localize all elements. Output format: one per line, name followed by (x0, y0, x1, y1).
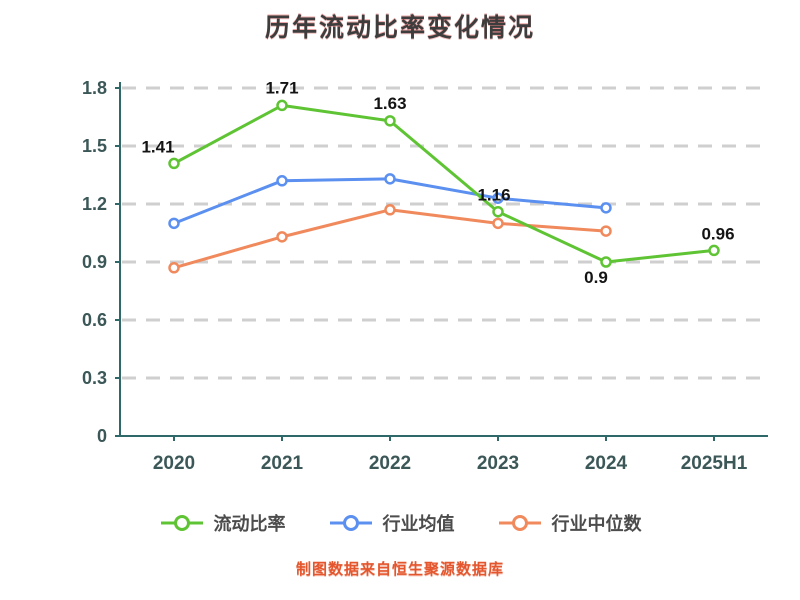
series-marker (384, 204, 396, 216)
point-label: 0.96 (701, 224, 734, 243)
point-label: 1.16 (477, 186, 510, 205)
legend-marker-icon (329, 515, 372, 531)
point-label: 1.63 (373, 94, 406, 113)
legend-marker-icon (498, 515, 541, 531)
series-marker (384, 115, 396, 127)
series-line (172, 103, 716, 264)
legend-item-1[interactable]: 行业均值 (328, 510, 455, 536)
data-source-note: 制图数据来自恒生聚源数据库 (295, 561, 504, 578)
x-tick-label: 2022 (369, 453, 411, 474)
series-marker (600, 202, 612, 214)
series-marker (600, 256, 612, 268)
series-marker (600, 225, 612, 237)
series-marker (168, 262, 180, 274)
y-tick-label: 0 (97, 426, 107, 446)
series-marker (168, 217, 180, 230)
series-marker (492, 205, 504, 218)
x-tick-label: 2020 (153, 453, 195, 474)
chart-legend: 流动比率 行业均值 行业中位数 (159, 510, 642, 536)
series-marker (276, 175, 288, 187)
legend-label: 流动比率 (213, 514, 286, 534)
x-tick-label: 2021 (261, 453, 304, 474)
x-tick-label: 2023 (477, 453, 519, 474)
y-tick-label: 0.3 (82, 368, 107, 388)
series-marker (276, 231, 288, 243)
y-tick-label: 1.2 (82, 194, 107, 214)
point-label: 1.41 (141, 137, 174, 156)
y-tick-label: 1.5 (82, 136, 107, 156)
chart-title: 历年流动比率变化情况 (264, 14, 535, 42)
y-tick-label: 1.8 (82, 78, 107, 98)
y-tick-label: 0.6 (82, 310, 107, 330)
x-tick-label: 2024 (585, 453, 628, 474)
y-tick-label: 0.9 (82, 252, 107, 272)
x-tick-label: 2025H1 (681, 453, 748, 474)
series-line (172, 177, 608, 225)
legend-item-2[interactable]: 行业中位数 (497, 510, 642, 536)
series-line (172, 208, 608, 270)
point-label: 1.71 (265, 78, 298, 97)
legend-item-0[interactable]: 流动比率 (159, 510, 286, 536)
legend-label: 行业中位数 (551, 514, 642, 534)
series-marker (492, 217, 504, 230)
series-marker (276, 99, 288, 112)
series-marker (492, 192, 504, 204)
legend-label: 行业均值 (382, 514, 455, 534)
series-marker (168, 157, 180, 170)
series-marker (708, 244, 720, 257)
series-marker (384, 173, 396, 185)
point-label: 0.9 (584, 268, 608, 287)
line-chart-canvas: 0 0.3 0.6 0.9 1.2 1.5 1.8 2020 2021 2022 2023 2024 2… (82, 78, 768, 474)
legend-marker-icon (160, 515, 203, 531)
